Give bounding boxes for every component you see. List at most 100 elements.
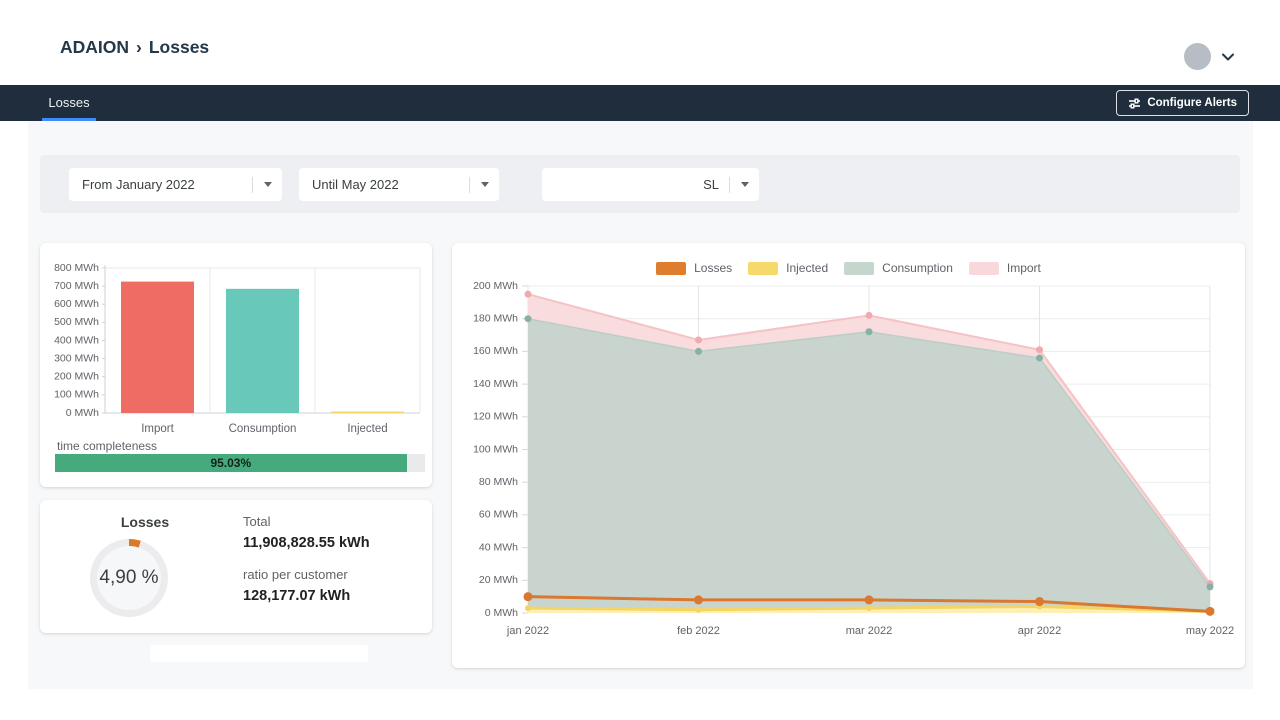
until-date-dropdown[interactable]: Until May 2022 — [299, 168, 499, 201]
progress-value: 95.03% — [210, 456, 252, 470]
time-completeness-progress: 95.03% — [55, 454, 425, 472]
legend-swatch — [844, 261, 875, 275]
svg-text:500 MWh: 500 MWh — [54, 316, 99, 328]
marker-losses — [864, 595, 874, 605]
legend-swatch — [656, 261, 687, 275]
marker-injected — [525, 605, 531, 612]
avatar[interactable] — [1184, 43, 1211, 70]
active-tab-indicator — [42, 117, 96, 121]
legend-label: Losses — [694, 261, 733, 275]
svg-text:200 MWh: 200 MWh — [54, 371, 99, 383]
marker-import — [1036, 346, 1043, 354]
breadcrumb-root[interactable]: ADAION — [60, 37, 130, 57]
svg-text:180 MWh: 180 MWh — [473, 312, 518, 324]
svg-text:160 MWh: 160 MWh — [473, 345, 518, 357]
time-completeness-label: time completeness — [57, 439, 158, 453]
svg-text:300 MWh: 300 MWh — [54, 352, 99, 364]
region-value: SL — [703, 177, 719, 192]
svg-text:Injected: Injected — [347, 423, 387, 435]
legend-label: Import — [1006, 261, 1041, 275]
area-consumption — [528, 318, 1210, 613]
svg-text:120 MWh: 120 MWh — [473, 411, 518, 423]
marker-import — [865, 311, 873, 319]
configure-alerts-button[interactable]: Configure Alerts — [1116, 90, 1249, 116]
legend-label: Consumption — [882, 261, 953, 275]
marker-injected — [695, 606, 702, 613]
svg-text:Import: Import — [141, 423, 174, 435]
marker-injected — [866, 605, 872, 612]
svg-text:apr 2022: apr 2022 — [1018, 625, 1061, 637]
chevron-down-icon[interactable] — [1220, 49, 1236, 65]
tooltip-placeholder — [150, 645, 368, 662]
total-value: 11,908,828.55 kWh — [243, 535, 370, 551]
marker-consumption — [524, 315, 532, 323]
legend-label: Injected — [786, 261, 829, 275]
dropdown-separator — [469, 176, 470, 193]
marker-consumption — [695, 347, 702, 355]
caret-down-icon — [481, 182, 489, 187]
marker-import — [524, 290, 532, 298]
tab-losses[interactable]: Losses — [42, 85, 96, 121]
legend-swatch — [748, 261, 779, 275]
marker-losses — [694, 595, 703, 605]
region-dropdown[interactable]: SL — [542, 168, 759, 201]
legend-item-injected[interactable]: Injected — [748, 261, 828, 275]
from-date-dropdown[interactable]: From January 2022 — [69, 168, 282, 201]
dropdown-separator — [729, 176, 730, 193]
svg-text:800 MWh: 800 MWh — [54, 262, 99, 274]
energy-bar-chart: 0 MWh 100 MWh 200 MWh 300 MWh 400 MWh 500 MWh… — [54, 262, 421, 435]
progress-fill: 95.03% — [55, 454, 407, 472]
marker-losses — [523, 592, 533, 602]
caret-down-icon — [741, 182, 749, 187]
svg-text:may 2022: may 2022 — [1186, 625, 1234, 637]
marker-import — [695, 336, 702, 344]
losses-donut-center: 4,90 % — [97, 546, 161, 610]
ratio-label: ratio per customer — [243, 567, 348, 582]
chart-legend: Losses Injected Consumption Import — [452, 261, 1245, 275]
legend-item-losses[interactable]: Losses — [656, 261, 732, 275]
navbar: Losses Configure Alerts — [0, 85, 1280, 121]
breadcrumb: ADAION › Losses — [60, 37, 209, 58]
losses-donut-chart: 4,90 % — [90, 539, 168, 617]
bar-injected — [331, 411, 404, 413]
content-area: From January 2022 Until May 2022 SL 0 MW… — [28, 121, 1253, 689]
svg-text:feb 2022: feb 2022 — [677, 625, 720, 637]
svg-text:80 MWh: 80 MWh — [479, 476, 518, 488]
svg-text:mar 2022: mar 2022 — [846, 625, 892, 637]
svg-text:Consumption: Consumption — [229, 423, 297, 435]
energy-totals-card: 0 MWh 100 MWh 200 MWh 300 MWh 400 MWh 500 MWh… — [40, 243, 432, 487]
svg-text:20 MWh: 20 MWh — [479, 574, 518, 586]
marker-consumption — [1206, 583, 1214, 591]
legend-swatch — [968, 261, 999, 275]
legend-item-consumption[interactable]: Consumption — [844, 261, 953, 275]
bar-import — [121, 281, 194, 413]
configure-alerts-label: Configure Alerts — [1147, 97, 1237, 109]
tune-icon — [1129, 98, 1141, 108]
svg-text:400 MWh: 400 MWh — [54, 334, 99, 346]
bar-consumption — [226, 288, 299, 413]
breadcrumb-separator-icon: › — [136, 37, 142, 57]
svg-text:100 MWh: 100 MWh — [473, 443, 518, 455]
caret-down-icon — [264, 182, 272, 187]
svg-text:700 MWh: 700 MWh — [54, 280, 99, 292]
losses-totals: Total 11,908,828.55 kWh ratio per custom… — [243, 514, 370, 604]
monthly-area-chart-card: Losses Injected Consumption Import 0 MWh 20 … — [452, 243, 1245, 668]
filter-bar: From January 2022 Until May 2022 SL — [40, 155, 1240, 213]
dropdown-separator — [252, 176, 253, 193]
svg-text:60 MWh: 60 MWh — [479, 509, 518, 521]
until-date-value: Until May 2022 — [312, 177, 399, 192]
from-date-value: From January 2022 — [82, 177, 195, 192]
monthly-area-chart: 0 MWh 20 MWh 40 MWh 60 MWh 80 MWh 100 MWh 120 … — [473, 280, 1234, 637]
svg-text:100 MWh: 100 MWh — [54, 389, 99, 401]
user-menu[interactable] — [1184, 43, 1236, 70]
svg-text:0 MWh: 0 MWh — [66, 407, 99, 419]
legend-item-import[interactable]: Import — [968, 261, 1041, 275]
svg-text:600 MWh: 600 MWh — [54, 298, 99, 310]
svg-text:200 MWh: 200 MWh — [473, 280, 518, 292]
marker-consumption — [1036, 354, 1043, 362]
svg-text:40 MWh: 40 MWh — [479, 541, 518, 553]
losses-title: Losses — [120, 514, 170, 530]
total-label: Total — [243, 514, 271, 529]
losses-summary-card: Losses 4,90 % Total 11,908,828.55 kWh ra… — [40, 500, 432, 633]
marker-consumption — [865, 328, 873, 336]
